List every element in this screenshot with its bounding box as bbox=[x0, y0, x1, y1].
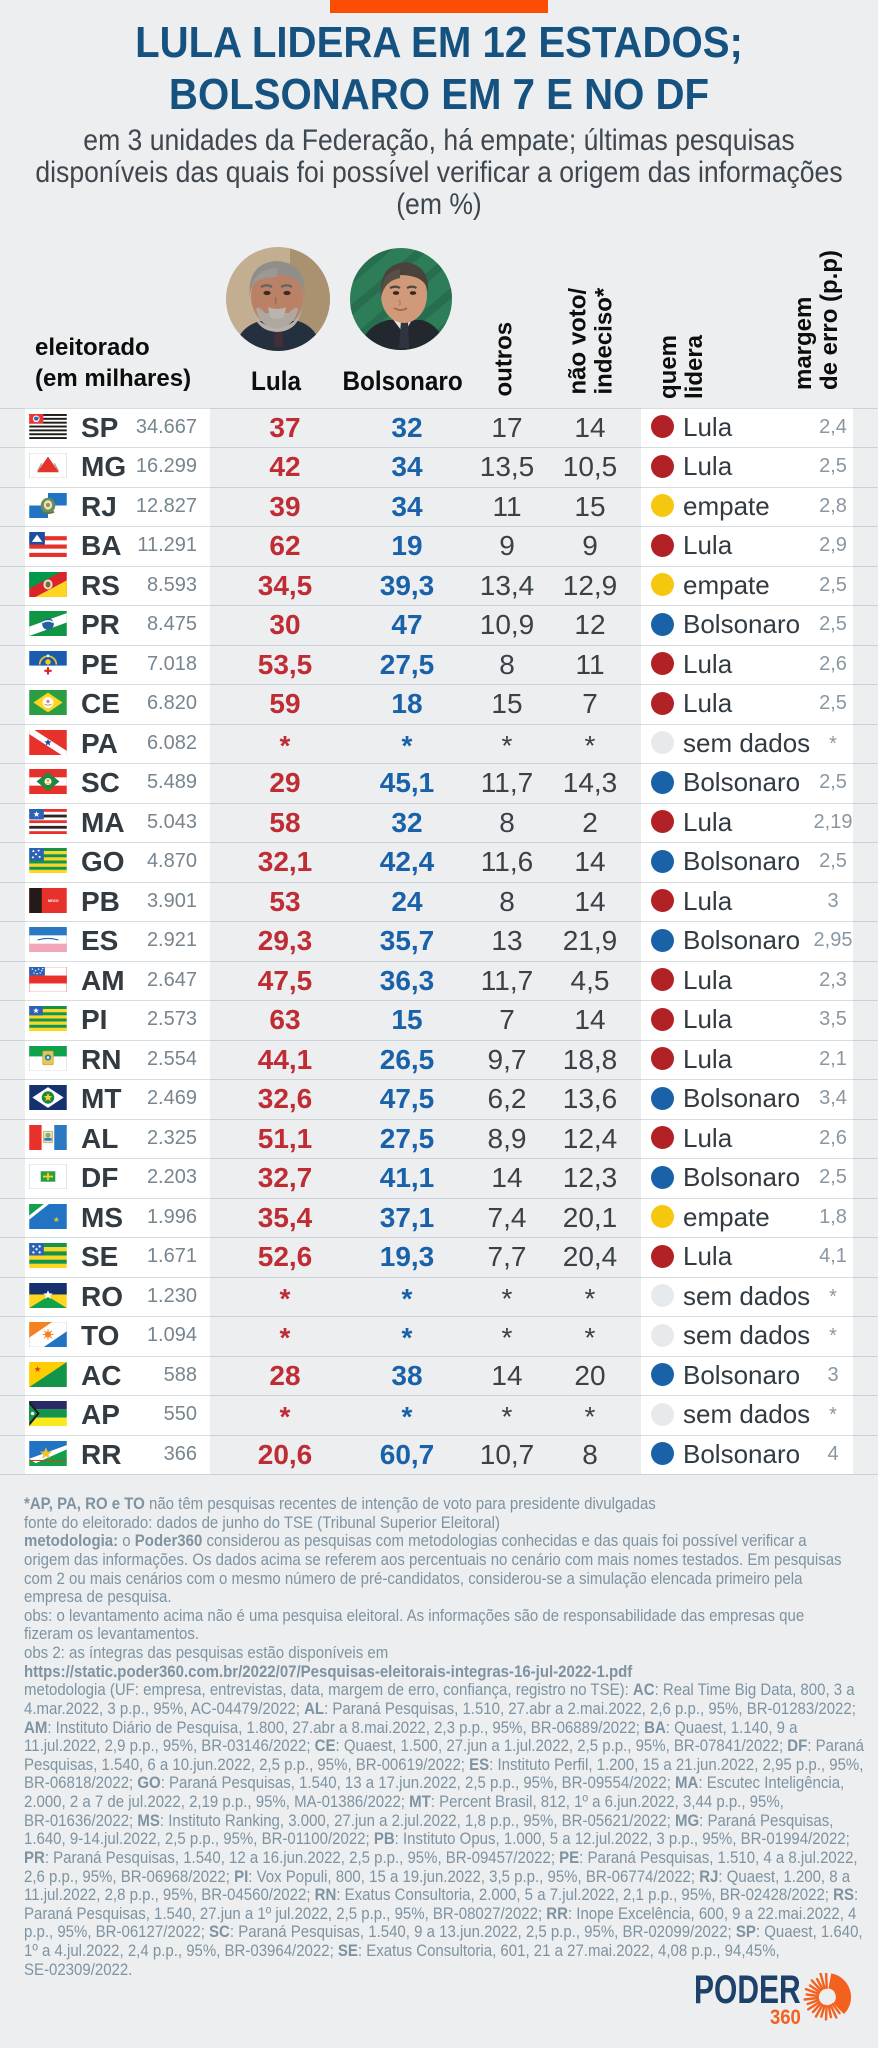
svg-text:NEGO: NEGO bbox=[48, 899, 59, 903]
